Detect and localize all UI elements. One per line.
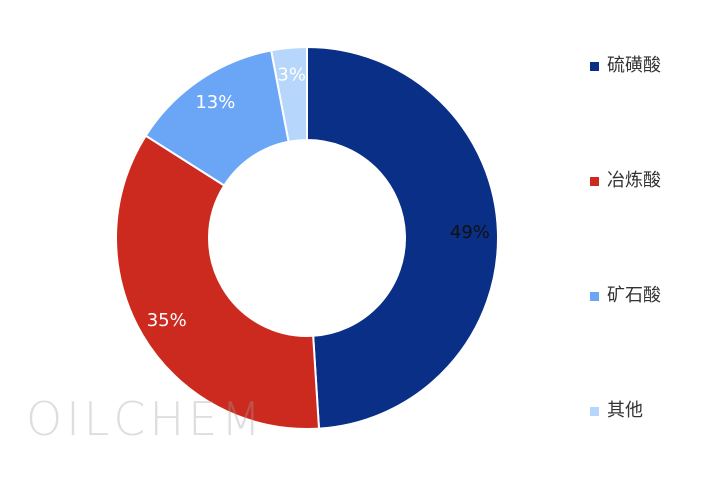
legend-label: 硫磺酸 bbox=[607, 55, 661, 76]
legend-swatch bbox=[590, 61, 599, 71]
legend-item-ore-acid[interactable]: 矿石酸 bbox=[590, 282, 661, 310]
legend-label: 冶炼酸 bbox=[607, 170, 661, 191]
data-label-smelting-acid: 35% bbox=[147, 310, 187, 331]
data-label-sulfur-acid: 49% bbox=[450, 222, 490, 243]
data-label-other: 3% bbox=[277, 65, 306, 86]
legend-item-smelting-acid[interactable]: 冶炼酸 bbox=[590, 167, 661, 195]
legend-item-sulfur-acid[interactable]: 硫磺酸 bbox=[590, 52, 661, 80]
data-label-ore-acid: 13% bbox=[195, 92, 235, 113]
legend-item-other[interactable]: 其他 bbox=[590, 397, 643, 425]
legend-swatch bbox=[590, 176, 599, 186]
legend-label: 其他 bbox=[607, 400, 643, 421]
slice-sulfur-acid[interactable] bbox=[306, 45, 499, 430]
legend-swatch bbox=[590, 406, 599, 416]
legend-swatch bbox=[590, 291, 599, 301]
legend-label: 矿石酸 bbox=[607, 285, 661, 306]
slice-other[interactable] bbox=[270, 45, 308, 143]
slice-smelting-acid[interactable] bbox=[115, 134, 321, 430]
